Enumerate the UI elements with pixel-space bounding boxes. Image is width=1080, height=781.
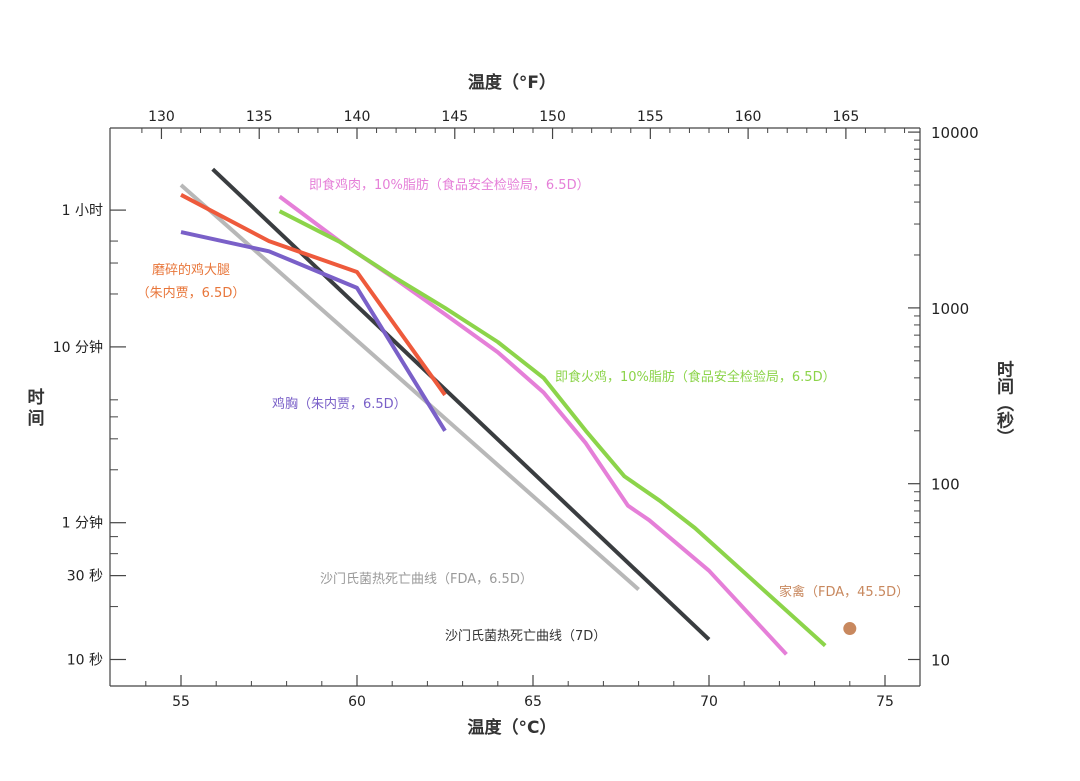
series-line-6 (180, 230, 447, 432)
top-tick-label: 155 (637, 109, 664, 125)
top-tick-label: 135 (246, 109, 273, 125)
bottom-tick-label: 75 (876, 694, 894, 710)
left-tick-label: 1 小时 (62, 203, 103, 219)
left-axis-title-char-1: 时 (28, 388, 45, 408)
right-tick-label: 10000 (931, 124, 979, 142)
tick-layer: 55 60 65 70 75 130 135 140 145 150 155 160 165 1 小时 10… (53, 109, 979, 710)
left-tick-label: 10 秒 (67, 653, 103, 669)
series-line-4 (278, 209, 827, 648)
bottom-tick-label: 60 (348, 694, 366, 710)
series-line-5 (180, 193, 447, 397)
label-chicken-meat: 即食鸡肉，10%脂肪（食品安全检验局，6.5D） (309, 177, 590, 193)
top-tick-label: 140 (344, 109, 371, 125)
left-axis-title: 时 间 (28, 388, 45, 429)
right-tick-label: 10 (931, 652, 950, 670)
label-thigh-line2: （朱内贾，6.5D） (137, 285, 246, 301)
left-tick-label: 30 秒 (67, 569, 103, 585)
bottom-tick-label: 65 (524, 694, 542, 710)
left-tick-label: 10 分钟 (53, 339, 103, 356)
label-fda-6.5d: 沙门氏菌热死亡曲线（FDA，6.5D） (320, 572, 533, 587)
top-tick-label: 130 (148, 109, 175, 125)
bottom-axis-title: 温度（°C） (468, 717, 557, 738)
top-tick-label: 150 (539, 109, 566, 125)
left-tick-label: 1 分钟 (62, 515, 103, 532)
label-breast: 鸡胸（朱内贾，6.5D） (272, 396, 407, 412)
poultry-marker-dot (843, 622, 857, 636)
top-tick-label: 165 (833, 109, 860, 125)
series-line-2 (211, 167, 711, 641)
label-turkey: 即食火鸡，10%脂肪（食品安全检验局，6.5D） (555, 369, 836, 385)
left-axis-title-char-2: 间 (28, 408, 45, 429)
series-line-1 (179, 183, 640, 591)
label-thigh-line1: 磨碎的鸡大腿 (152, 262, 230, 278)
bottom-tick-label: 55 (172, 694, 190, 710)
series-layer (179, 167, 857, 656)
label-7d: 沙门氏菌热死亡曲线（7D） (445, 629, 606, 644)
right-tick-label: 1000 (931, 300, 969, 318)
right-axis-title: 时间（秒） (993, 360, 1014, 445)
bottom-tick-label: 70 (700, 694, 718, 710)
right-tick-label: 100 (931, 476, 960, 494)
top-tick-label: 160 (735, 109, 762, 125)
label-poultry: 家禽（FDA，45.5D） (779, 584, 909, 600)
top-axis-title: 温度（°F） (468, 72, 556, 93)
top-tick-label: 145 (441, 109, 468, 125)
